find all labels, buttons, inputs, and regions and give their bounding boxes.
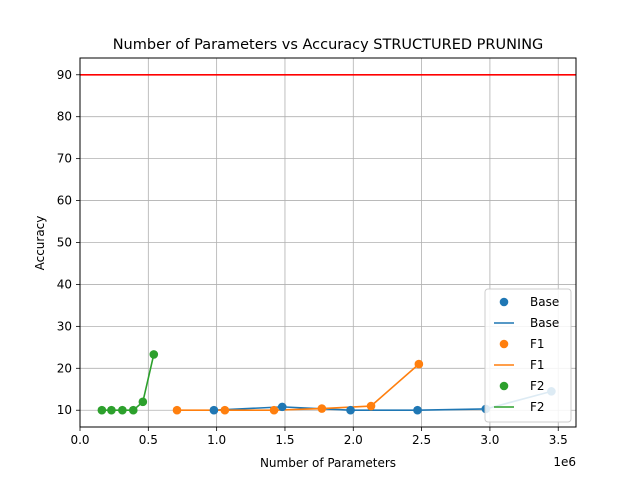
data-point-f1	[172, 405, 182, 415]
y-tick-label: 80	[57, 110, 72, 124]
y-tick-label: 30	[57, 319, 72, 333]
legend-label: F1	[530, 358, 545, 372]
data-point-f2	[107, 405, 116, 415]
x-tick-label: 3.5	[549, 433, 568, 447]
legend-label: Base	[530, 295, 559, 309]
legend-marker-f1	[499, 339, 509, 349]
data-point-f1	[366, 401, 376, 411]
legend-marker-base	[499, 297, 509, 307]
y-axis-label: Accuracy	[33, 216, 47, 271]
x-tick-label: 3.0	[480, 433, 499, 447]
data-point-base	[209, 405, 219, 415]
x-tick-label: 1.5	[275, 433, 294, 447]
y-tick-label: 90	[57, 68, 72, 82]
x-tick-label: 2.0	[344, 433, 363, 447]
data-point-f2	[97, 405, 107, 415]
x-axis-offset-label: 1e6	[553, 455, 576, 469]
data-point-f2	[118, 405, 127, 415]
legend-label: Base	[530, 316, 559, 330]
data-point-f1	[317, 404, 327, 413]
y-tick-label: 20	[57, 361, 72, 375]
legend-label: F1	[530, 337, 545, 351]
data-point-f1	[269, 405, 279, 415]
legend-label: F2	[530, 400, 545, 414]
y-tick-label: 60	[57, 194, 72, 208]
y-tick-label: 70	[57, 152, 72, 166]
plot-area: 0.0 0.5 1.0 1.5 2.0 2.5 3.0 3.5 10 20 30 40 50 60 70 80…	[57, 57, 577, 447]
data-point-f2	[149, 350, 159, 359]
legend-marker-f2	[499, 381, 509, 391]
data-point-f1	[220, 405, 230, 415]
y-tick-label: 10	[57, 403, 72, 417]
legend-label: F2	[530, 379, 545, 393]
x-axis-label: Number of Parameters	[260, 456, 396, 470]
x-tick-label: 1.0	[207, 433, 226, 447]
data-point-f2	[138, 397, 148, 407]
data-point-base	[346, 405, 355, 415]
data-point-f1	[414, 359, 424, 369]
x-tick-label: 0.0	[70, 433, 89, 447]
data-point-base	[413, 405, 422, 415]
x-tick-label: 0.5	[139, 433, 158, 447]
x-tick-label: 2.5	[412, 433, 431, 447]
data-point-f2	[128, 405, 138, 415]
data-point-base	[277, 402, 287, 412]
legend: Base Base F1 F1 F2 F2	[484, 288, 572, 423]
y-tick-label: 50	[57, 236, 72, 250]
chart-title: Number of Parameters vs Accuracy STRUCTU…	[113, 37, 544, 53]
y-tick-label: 40	[57, 277, 72, 291]
